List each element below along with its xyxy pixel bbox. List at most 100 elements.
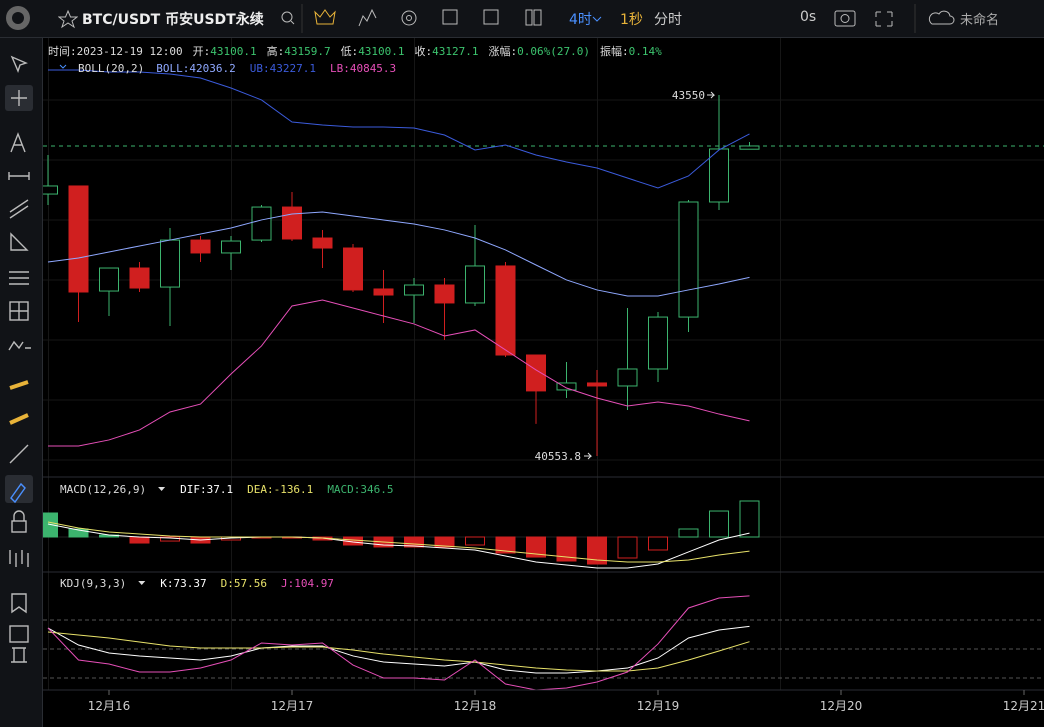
symbol[interactable]: BTC/USDT 币安USDT永续 — [82, 12, 264, 28]
candle-body — [465, 265, 485, 304]
candle-body — [99, 267, 119, 292]
candle-body — [190, 239, 211, 254]
x-tick-label: 12月18 — [454, 699, 497, 713]
legend-value: D:57.56 — [221, 577, 267, 590]
legend-value: DIF:37.1 — [180, 483, 233, 496]
macd-bar — [465, 536, 485, 546]
logo — [6, 6, 30, 30]
legend-value: BOLL:42036.2 — [156, 62, 235, 75]
info-value: 43100.1 — [358, 45, 405, 58]
info-item: 开:43100.1 — [193, 43, 257, 59]
macd-bar — [587, 536, 607, 565]
macd-bar — [526, 536, 546, 558]
candle-body — [434, 284, 455, 304]
macd-bar — [556, 536, 577, 562]
x-tick-label: 12月21 — [1003, 699, 1044, 713]
arrow — [584, 452, 593, 460]
layout-name[interactable]: 未命名 — [960, 13, 1000, 28]
x-tick-label: 12月19 — [637, 699, 680, 713]
candle-body — [617, 368, 638, 387]
toolbar: BTC/USDT 币安USDT永续 4时 1秒 分时 0s 未命名 — [0, 0, 1044, 38]
info-label: 收: — [414, 45, 433, 58]
interval[interactable]: 分时 — [654, 12, 682, 28]
candle-body — [556, 382, 577, 391]
countdown: 0s — [800, 9, 817, 25]
collapse-icon — [59, 64, 67, 69]
macd-bar — [43, 512, 58, 538]
legend-value: J:104.97 — [281, 577, 334, 590]
info-item: 低:43100.1 — [341, 43, 405, 59]
candle-body — [312, 237, 333, 249]
info-label: 开: — [192, 45, 211, 58]
legend-value: LB:40845.3 — [330, 62, 396, 75]
info-item: 高:43159.7 — [267, 43, 331, 59]
candle-body — [68, 185, 89, 293]
favorite[interactable] — [58, 9, 78, 29]
info-value: 43100.1 — [210, 45, 257, 58]
candle-body — [648, 316, 668, 370]
macd-bar — [709, 510, 729, 538]
candle-body — [709, 148, 729, 203]
info-label: 时间: — [48, 45, 77, 58]
candle-body — [251, 206, 272, 241]
macd-bar — [648, 536, 668, 551]
candle-body — [373, 288, 394, 296]
macd-bar — [129, 536, 150, 544]
high-label: 43550 — [672, 89, 705, 102]
x-tick-label: 12月17 — [271, 699, 314, 713]
info-value: 43159.7 — [284, 45, 331, 58]
candle-body — [160, 239, 180, 288]
info-label: 振幅: — [600, 45, 629, 58]
info-item: 涨幅:0.06%(27.0) — [489, 43, 590, 59]
legend-value: DEA:-136.1 — [247, 483, 313, 496]
macd-line — [47, 523, 750, 569]
indicator-title: MACD(12,26,9) — [60, 483, 146, 496]
caret — [592, 16, 602, 22]
x-tick-label: 12月16 — [88, 699, 131, 713]
info-label: 高: — [266, 45, 285, 58]
boll-line — [47, 211, 750, 297]
candle-body — [43, 185, 58, 195]
macd-bar — [68, 528, 89, 538]
candle-body — [282, 206, 302, 240]
candle-body — [343, 247, 363, 291]
macd-bar — [739, 500, 760, 538]
tool-icons — [281, 4, 542, 33]
legend-value: K:73.37 — [160, 577, 206, 590]
arrow — [707, 91, 716, 99]
kdj-line — [47, 631, 750, 672]
macd-bar — [495, 536, 516, 554]
macd-bar — [404, 536, 424, 548]
action-icons[interactable] — [830, 0, 960, 37]
candle-body — [221, 240, 241, 254]
info-item: 时间:2023-12-19 12:00 — [48, 43, 183, 59]
kdj-line — [47, 595, 750, 690]
info-label: 涨幅: — [488, 45, 518, 58]
macd-bar — [434, 536, 455, 548]
indicator-title: KDJ(9,3,3) — [60, 577, 126, 590]
info-item: 收:43127.1 — [415, 43, 479, 59]
info-value: 0.06%(27.0) — [517, 45, 591, 58]
info-value: 43127.1 — [432, 45, 479, 58]
candle-body — [678, 201, 699, 318]
kdj-line — [47, 625, 750, 674]
interval[interactable]: 4时 — [569, 9, 602, 29]
dropdown-icon — [138, 581, 146, 585]
info-value: 2023-12-19 12:00 — [76, 45, 183, 58]
macd-bar — [617, 536, 638, 559]
candle-body — [404, 284, 424, 296]
info-item: 振幅:0.14% — [600, 43, 662, 59]
macd-bar — [678, 528, 699, 538]
interval[interactable]: 1秒 — [620, 12, 643, 28]
info-label: 低: — [340, 45, 359, 58]
indicator-title: BOLL(20,2) — [78, 62, 144, 75]
candle-body — [129, 267, 150, 289]
boll-line — [48, 299, 750, 447]
tool-icons[interactable] — [0, 38, 42, 727]
macd-line — [47, 521, 750, 563]
dropdown-icon — [158, 487, 166, 491]
boll-line — [48, 69, 750, 189]
drawing-tools — [0, 38, 43, 727]
